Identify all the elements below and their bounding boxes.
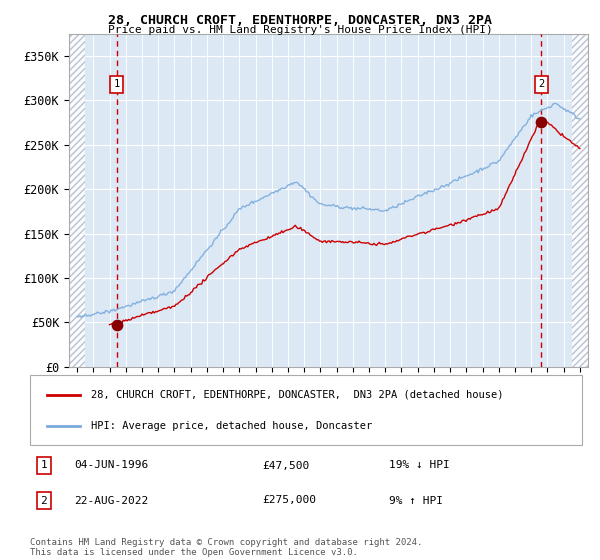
Text: 04-JUN-1996: 04-JUN-1996 xyxy=(74,460,148,470)
Text: 1: 1 xyxy=(113,80,119,89)
Text: 9% ↑ HPI: 9% ↑ HPI xyxy=(389,496,443,506)
Text: 1: 1 xyxy=(40,460,47,470)
Text: £275,000: £275,000 xyxy=(262,496,316,506)
Text: 22-AUG-2022: 22-AUG-2022 xyxy=(74,496,148,506)
Point xyxy=(112,320,121,329)
Point xyxy=(536,118,546,127)
Text: Price paid vs. HM Land Registry's House Price Index (HPI): Price paid vs. HM Land Registry's House … xyxy=(107,25,493,35)
Text: HPI: Average price, detached house, Doncaster: HPI: Average price, detached house, Donc… xyxy=(91,421,372,431)
Text: 2: 2 xyxy=(538,80,545,89)
Text: 2: 2 xyxy=(40,496,47,506)
Bar xyxy=(572,34,588,367)
Text: £47,500: £47,500 xyxy=(262,460,309,470)
Text: 28, CHURCH CROFT, EDENTHORPE, DONCASTER, DN3 2PA: 28, CHURCH CROFT, EDENTHORPE, DONCASTER,… xyxy=(108,14,492,27)
Text: 19% ↓ HPI: 19% ↓ HPI xyxy=(389,460,449,470)
Bar xyxy=(69,34,85,367)
FancyBboxPatch shape xyxy=(30,375,582,445)
Text: Contains HM Land Registry data © Crown copyright and database right 2024.
This d: Contains HM Land Registry data © Crown c… xyxy=(30,538,422,557)
Text: 28, CHURCH CROFT, EDENTHORPE, DONCASTER,  DN3 2PA (detached house): 28, CHURCH CROFT, EDENTHORPE, DONCASTER,… xyxy=(91,390,503,400)
